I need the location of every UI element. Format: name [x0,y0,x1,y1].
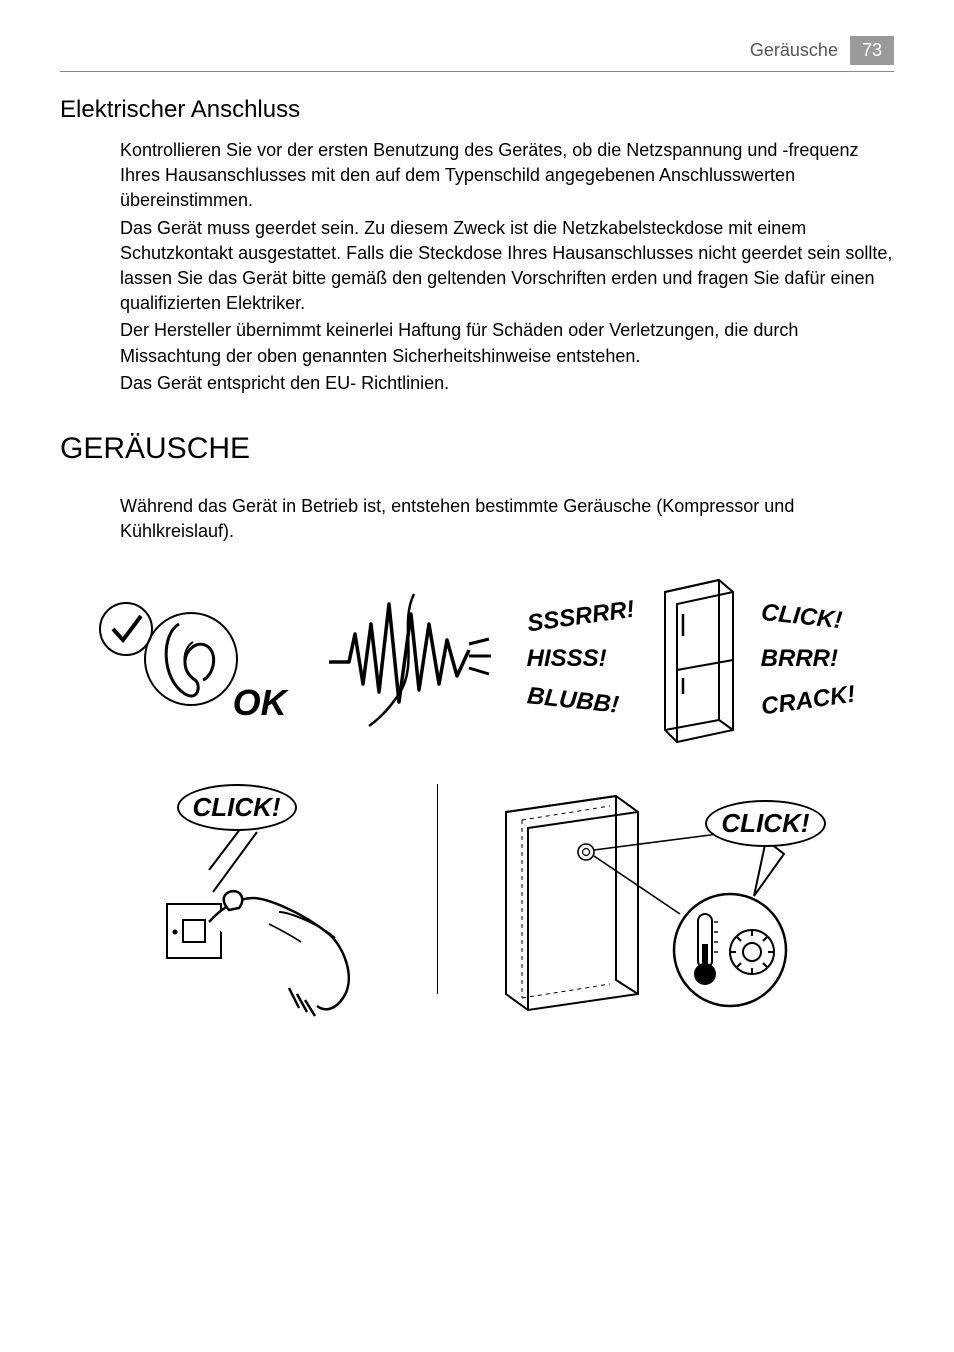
page-number-badge: 73 [850,36,894,65]
click-bubble-right: CLICK! [705,800,825,847]
sounds-heading: GERÄUSCHE [60,432,894,466]
figure-divider [437,784,438,994]
electrical-para-4: Das Gerät entspricht den EU- Richtlinien… [120,371,894,396]
sound-sssrrr: SSSRRR! [525,596,636,639]
click-bubble-left: CLICK! [177,784,297,831]
page-header: Geräusche 73 [60,36,894,72]
electrical-para-3: Der Hersteller übernimmt keinerlei Haftu… [120,318,894,368]
figure-row-1: OK SSSRRR! HISSS! BLUBB! CLICK! [91,574,864,744]
electrical-para-1: Kontrollieren Sie vor der ersten Benutzu… [120,138,894,214]
switch-click-figure: CLICK! [129,784,409,1024]
figures-container: OK SSSRRR! HISSS! BLUBB! CLICK! [60,574,894,1024]
electrical-heading: Elektrischer Anschluss [60,96,894,124]
sound-hisss: HISSS! [527,645,607,673]
sound-blubb: BLUBB! [525,683,619,720]
ok-ear-figure: OK [91,584,301,734]
figure-row-2: CLICK! CLICK! [129,784,826,1024]
fridge-icon-1 [653,574,743,744]
sound-labels-left: SSSRRR! HISSS! BLUBB! [527,603,635,715]
check-ear-icon [91,584,241,734]
header-section-label: Geräusche [750,40,838,61]
sound-wave-icon [319,584,509,734]
ok-label: OK [233,682,287,724]
thermostat-click-figure: CLICK! [466,784,826,1024]
electrical-para-2: Das Gerät muss geerdet sein. Zu diesem Z… [120,216,894,317]
sounds-intro: Während das Gerät in Betrieb ist, entste… [120,494,894,544]
document-page: Geräusche 73 Elektrischer Anschluss Kont… [0,0,954,1064]
